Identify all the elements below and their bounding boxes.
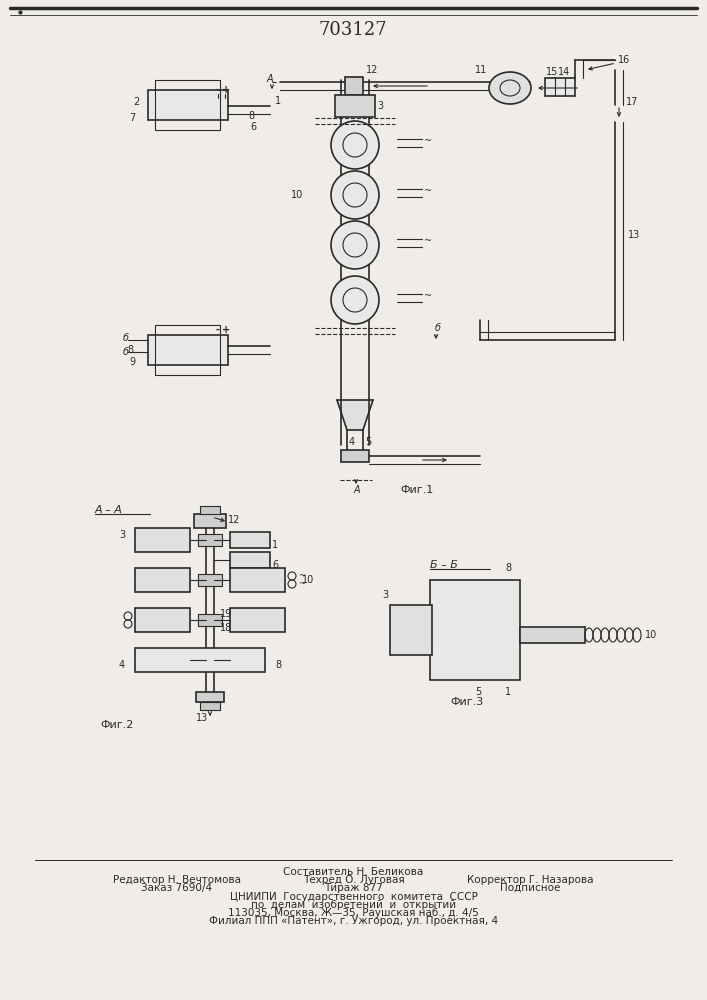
Text: ~: ~ bbox=[424, 236, 432, 246]
Text: 18: 18 bbox=[220, 623, 233, 633]
Text: 1: 1 bbox=[275, 96, 281, 106]
Text: 5: 5 bbox=[475, 687, 481, 697]
Text: 703127: 703127 bbox=[319, 21, 387, 39]
Text: Филиал ППП «Патент», г. Ужгород, ул. Проектная, 4: Филиал ППП «Патент», г. Ужгород, ул. Про… bbox=[209, 916, 498, 926]
Bar bbox=[345, 77, 363, 95]
Text: Фиг.3: Фиг.3 bbox=[450, 697, 484, 707]
Text: -: - bbox=[215, 325, 219, 335]
Text: 8: 8 bbox=[127, 345, 133, 355]
Text: 3: 3 bbox=[119, 530, 125, 540]
Text: Фиг.1: Фиг.1 bbox=[400, 485, 433, 495]
Text: 113035, Москва, Ж—35, Раушская наб., д. 4/5: 113035, Москва, Ж—35, Раушская наб., д. … bbox=[228, 908, 479, 918]
Bar bbox=[198, 574, 222, 586]
Bar bbox=[230, 608, 285, 632]
Text: 2: 2 bbox=[134, 97, 140, 107]
Ellipse shape bbox=[331, 171, 379, 219]
Text: б: б bbox=[123, 347, 129, 357]
Text: +: + bbox=[222, 325, 230, 335]
Polygon shape bbox=[337, 400, 373, 430]
Bar bbox=[198, 614, 222, 626]
Bar bbox=[200, 702, 220, 710]
Text: Редактор Н. Вечтомова: Редактор Н. Вечтомова bbox=[112, 875, 241, 885]
Bar bbox=[198, 534, 222, 546]
Bar bbox=[148, 90, 228, 120]
Text: 13: 13 bbox=[196, 713, 208, 723]
Bar bbox=[135, 528, 190, 552]
Text: ~: ~ bbox=[424, 136, 432, 146]
Text: Фиг.2: Фиг.2 bbox=[100, 720, 134, 730]
Text: А: А bbox=[267, 74, 274, 84]
Ellipse shape bbox=[331, 221, 379, 269]
Text: 19: 19 bbox=[220, 609, 233, 619]
Bar bbox=[545, 78, 575, 96]
Text: 15: 15 bbox=[546, 67, 559, 77]
Bar bbox=[230, 552, 270, 568]
Text: 13: 13 bbox=[628, 230, 641, 240]
Text: ~: ~ bbox=[298, 580, 305, 588]
Text: ~: ~ bbox=[298, 572, 305, 580]
Ellipse shape bbox=[489, 72, 531, 104]
Text: А: А bbox=[354, 485, 361, 495]
Text: 1: 1 bbox=[505, 687, 511, 697]
Text: 16: 16 bbox=[618, 55, 630, 65]
Text: 3: 3 bbox=[377, 101, 383, 111]
Bar bbox=[135, 568, 190, 592]
Bar bbox=[135, 648, 265, 672]
Text: 8: 8 bbox=[275, 660, 281, 670]
Text: Техред О. Луговая: Техред О. Луговая bbox=[303, 875, 404, 885]
Ellipse shape bbox=[331, 276, 379, 324]
Text: 4: 4 bbox=[349, 437, 355, 447]
Text: 7: 7 bbox=[129, 113, 135, 123]
Text: Подписное: Подписное bbox=[500, 883, 561, 893]
Text: Тираж 877: Тираж 877 bbox=[324, 883, 383, 893]
Text: +: + bbox=[222, 85, 230, 95]
Bar bbox=[520, 627, 585, 643]
Bar bbox=[230, 532, 270, 548]
Bar bbox=[341, 450, 369, 462]
Text: 9: 9 bbox=[129, 357, 135, 367]
Text: 10: 10 bbox=[645, 630, 658, 640]
Bar bbox=[155, 325, 220, 375]
Bar bbox=[200, 506, 220, 514]
Text: 4: 4 bbox=[119, 660, 125, 670]
Text: Корректор Г. Назарова: Корректор Г. Назарова bbox=[467, 875, 593, 885]
Text: 1: 1 bbox=[272, 540, 278, 550]
Text: по  делам  изобретений  и  открытий: по делам изобретений и открытий bbox=[251, 900, 456, 910]
Text: 14: 14 bbox=[558, 67, 571, 77]
Bar bbox=[335, 95, 375, 117]
Text: 12: 12 bbox=[228, 515, 240, 525]
Text: 8: 8 bbox=[248, 111, 254, 121]
Ellipse shape bbox=[331, 121, 379, 169]
Text: Заказ 7690/4: Заказ 7690/4 bbox=[141, 883, 212, 893]
Text: 10: 10 bbox=[291, 190, 303, 200]
Bar bbox=[148, 335, 228, 365]
Text: 3: 3 bbox=[382, 590, 388, 600]
Bar bbox=[196, 692, 224, 702]
Text: 12: 12 bbox=[366, 65, 378, 75]
Text: ~: ~ bbox=[424, 186, 432, 196]
Text: -: - bbox=[215, 85, 219, 95]
Text: ~: ~ bbox=[424, 291, 432, 301]
Bar bbox=[135, 608, 190, 632]
Text: б: б bbox=[435, 323, 441, 333]
Text: б: б bbox=[123, 333, 129, 343]
Bar bbox=[194, 514, 226, 528]
Text: А – А: А – А bbox=[95, 505, 123, 515]
Bar bbox=[155, 80, 220, 130]
Text: Составитель Н. Беликова: Составитель Н. Беликова bbox=[284, 867, 423, 877]
Text: 11: 11 bbox=[475, 65, 487, 75]
Text: 10: 10 bbox=[302, 575, 314, 585]
Text: 6: 6 bbox=[250, 122, 256, 132]
Text: ЦНИИПИ  Государственного  комитета  СССР: ЦНИИПИ Государственного комитета СССР bbox=[230, 892, 477, 902]
Bar bbox=[230, 568, 285, 592]
Text: 5: 5 bbox=[365, 437, 371, 447]
Bar bbox=[390, 605, 432, 655]
Text: Б – Б: Б – Б bbox=[430, 560, 458, 570]
Text: 8: 8 bbox=[505, 563, 511, 573]
Bar bbox=[430, 580, 520, 680]
Bar bbox=[198, 654, 222, 666]
Text: 6: 6 bbox=[272, 560, 278, 570]
Text: 17: 17 bbox=[626, 97, 638, 107]
